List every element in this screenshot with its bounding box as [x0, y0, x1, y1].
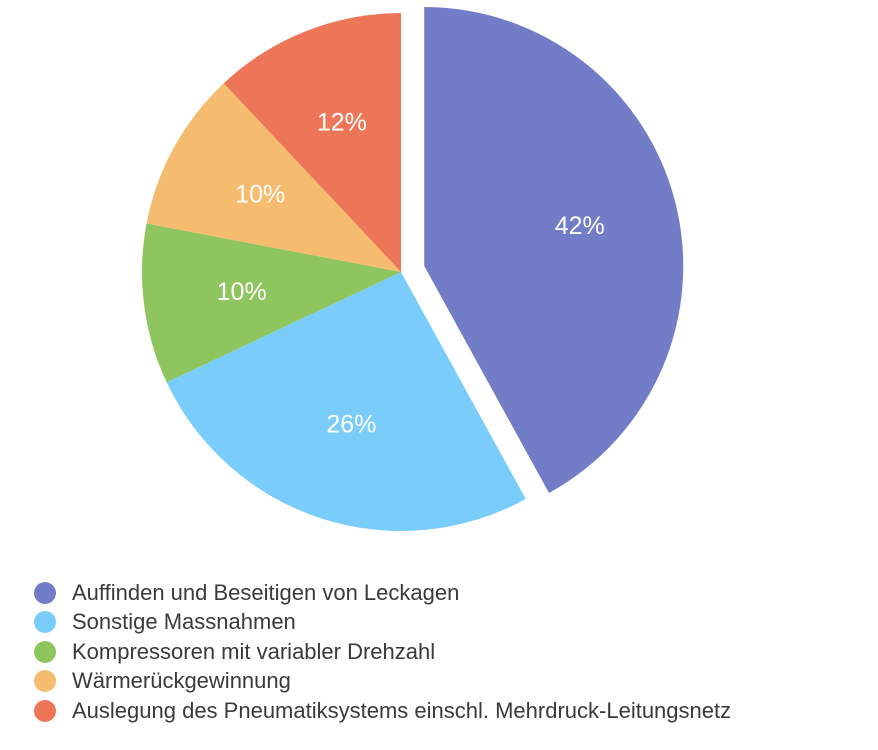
legend-label-5: Auslegung des Pneumatiksystems einschl. … — [72, 697, 732, 723]
legend-swatch-2 — [34, 611, 56, 634]
legend-swatch-1 — [34, 581, 56, 604]
legend-swatch-3 — [34, 640, 56, 663]
legend-item-3[interactable]: Kompressoren mit variabler Drehzahl — [34, 637, 731, 667]
pie-slice-3[interactable] — [142, 223, 401, 383]
pie-slice-1[interactable] — [424, 7, 684, 493]
legend-item-4[interactable]: Wärmerückgewinnung — [34, 667, 731, 697]
legend-label-1: Auffinden und Beseitigen von Leckagen — [72, 579, 460, 605]
slice-label-4: 10% — [235, 181, 285, 209]
pie-slice-5[interactable] — [223, 13, 401, 272]
legend: Auffinden und Beseitigen von Leckagen Son… — [34, 578, 731, 726]
pie-chart: 42% 26% 10% 10% 12% — [142, 7, 684, 531]
legend-label-3: Kompressoren mit variabler Drehzahl — [72, 638, 436, 664]
slice-label-5: 12% — [317, 109, 367, 137]
slice-label-1: 42% — [555, 212, 605, 240]
slice-label-2: 26% — [326, 411, 376, 439]
legend-swatch-5 — [34, 699, 56, 722]
slice-label-3: 10% — [217, 278, 267, 306]
pie-slice-2[interactable] — [166, 272, 526, 531]
legend-item-1[interactable]: Auffinden und Beseitigen von Leckagen — [34, 578, 731, 608]
legend-label-2: Sonstige Massnahmen — [72, 609, 296, 635]
legend-label-4: Wärmerückgewinnung — [72, 668, 291, 694]
legend-item-2[interactable]: Sonstige Massnahmen — [34, 608, 731, 638]
legend-swatch-4 — [34, 670, 56, 693]
legend-item-5[interactable]: Auslegung des Pneumatiksystems einschl. … — [34, 696, 731, 726]
pie-slice-4[interactable] — [146, 83, 401, 272]
